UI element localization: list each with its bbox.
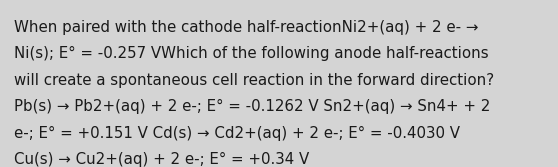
Text: will create a spontaneous cell reaction in the forward direction?: will create a spontaneous cell reaction … (14, 73, 494, 88)
Text: Cu(s) → Cu2+(aq) + 2 e-; E° = +0.34 V: Cu(s) → Cu2+(aq) + 2 e-; E° = +0.34 V (14, 152, 309, 167)
Text: When paired with the cathode half-reactionNi2+(aq) + 2 e- →: When paired with the cathode half-reacti… (14, 20, 478, 35)
Text: Ni(s); E° = -0.257 VWhich of the following anode half-reactions: Ni(s); E° = -0.257 VWhich of the followi… (14, 46, 489, 61)
Text: Pb(s) → Pb2+(aq) + 2 e-; E° = -0.1262 V Sn2+(aq) → Sn4+ + 2: Pb(s) → Pb2+(aq) + 2 e-; E° = -0.1262 V … (14, 99, 490, 114)
Text: e-; E° = +0.151 V Cd(s) → Cd2+(aq) + 2 e-; E° = -0.4030 V: e-; E° = +0.151 V Cd(s) → Cd2+(aq) + 2 e… (14, 126, 460, 141)
